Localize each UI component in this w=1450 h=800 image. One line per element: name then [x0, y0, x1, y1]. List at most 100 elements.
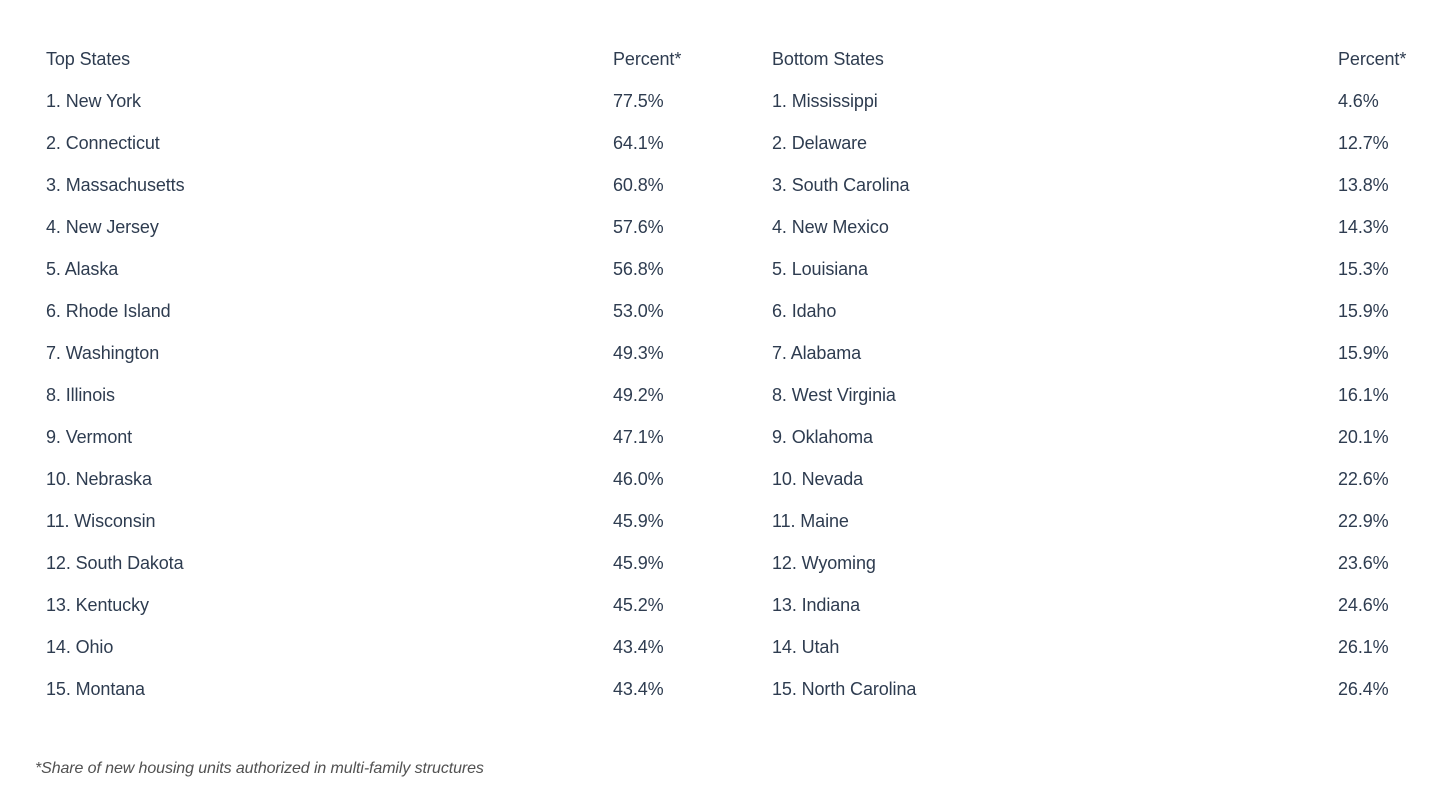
percent-cell: 56.8%: [613, 258, 664, 279]
state-cell: 2. Delaware: [772, 132, 867, 153]
table-row: 15. Montana 43.4%: [46, 668, 706, 710]
percent-cell: 47.1%: [613, 426, 664, 447]
table-row: 13. Kentucky 45.2%: [46, 584, 706, 626]
percent-cell: 43.4%: [613, 636, 664, 657]
table-row: 7. Washington 49.3%: [46, 332, 706, 374]
state-cell: 13. Indiana: [772, 594, 860, 615]
percent-cell: 64.1%: [613, 132, 664, 153]
percent-cell: 26.4%: [1338, 678, 1389, 699]
state-cell: 8. Illinois: [46, 384, 115, 405]
table-row: 12. South Dakota 45.9%: [46, 542, 706, 584]
state-cell: 15. Montana: [46, 678, 145, 699]
percent-cell: 46.0%: [613, 468, 664, 489]
table-row: 3. Massachusetts 60.8%: [46, 164, 706, 206]
table-row: 10. Nebraska 46.0%: [46, 458, 706, 500]
table-row: 2. Connecticut 64.1%: [46, 122, 706, 164]
percent-cell: 22.9%: [1338, 510, 1389, 531]
state-cell: 12. Wyoming: [772, 552, 876, 573]
state-cell: 11. Wisconsin: [46, 510, 156, 531]
percent-cell: 15.9%: [1338, 300, 1389, 321]
percent-cell: 13.8%: [1338, 174, 1389, 195]
state-cell: 3. Massachusetts: [46, 174, 185, 195]
state-cell: 8. West Virginia: [772, 384, 896, 405]
table-header-row: Top States Percent*: [46, 38, 706, 80]
percent-cell: 24.6%: [1338, 594, 1389, 615]
table-row: 1. New York 77.5%: [46, 80, 706, 122]
state-cell: 10. Nebraska: [46, 468, 152, 489]
table-header-row: Bottom States Percent*: [772, 38, 1432, 80]
state-cell: 2. Connecticut: [46, 132, 160, 153]
state-cell: 4. New Jersey: [46, 216, 159, 237]
table-row: 5. Louisiana 15.3%: [772, 248, 1432, 290]
table-row: 9. Vermont 47.1%: [46, 416, 706, 458]
top-states-table: Top States Percent* 1. New York 77.5% 2.…: [46, 38, 706, 710]
percent-cell: 22.6%: [1338, 468, 1389, 489]
table-row: 11. Maine 22.9%: [772, 500, 1432, 542]
percent-cell: 12.7%: [1338, 132, 1389, 153]
bottom-states-table: Bottom States Percent* 1. Mississippi 4.…: [772, 38, 1432, 710]
percent-cell: 20.1%: [1338, 426, 1389, 447]
table-row: 12. Wyoming 23.6%: [772, 542, 1432, 584]
percent-cell: 4.6%: [1338, 90, 1379, 111]
state-cell: 12. South Dakota: [46, 552, 184, 573]
state-cell: 1. New York: [46, 90, 141, 111]
table-row: 15. North Carolina 26.4%: [772, 668, 1432, 710]
state-cell: 9. Oklahoma: [772, 426, 873, 447]
table-row: 11. Wisconsin 45.9%: [46, 500, 706, 542]
state-cell: 5. Alaska: [46, 258, 119, 279]
state-cell: 1. Mississippi: [772, 90, 878, 111]
state-cell: 6. Idaho: [772, 300, 837, 321]
table-row: 8. West Virginia 16.1%: [772, 374, 1432, 416]
percent-cell: 45.9%: [613, 510, 664, 531]
column-header-bottom-states: Bottom States: [772, 48, 884, 69]
state-cell: 3. South Carolina: [772, 174, 910, 195]
state-cell: 14. Ohio: [46, 636, 114, 657]
percent-cell: 45.9%: [613, 552, 664, 573]
table-row: 4. New Jersey 57.6%: [46, 206, 706, 248]
table-row: 10. Nevada 22.6%: [772, 458, 1432, 500]
column-header-top-states: Top States: [46, 48, 131, 69]
table-row: 14. Utah 26.1%: [772, 626, 1432, 668]
percent-cell: 15.9%: [1338, 342, 1389, 363]
percent-cell: 14.3%: [1338, 216, 1389, 237]
percent-cell: 26.1%: [1338, 636, 1389, 657]
state-cell: 9. Vermont: [46, 426, 133, 447]
percent-cell: 16.1%: [1338, 384, 1389, 405]
state-cell: 14. Utah: [772, 636, 840, 657]
state-cell: 10. Nevada: [772, 468, 864, 489]
table-row: 1. Mississippi 4.6%: [772, 80, 1432, 122]
percent-cell: 53.0%: [613, 300, 664, 321]
state-cell: 13. Kentucky: [46, 594, 149, 615]
state-cell: 7. Alabama: [772, 342, 862, 363]
state-cell: 6. Rhode Island: [46, 300, 171, 321]
column-header-percent: Percent*: [1338, 48, 1407, 69]
table-row: 14. Ohio 43.4%: [46, 626, 706, 668]
state-cell: 11. Maine: [772, 510, 849, 531]
table-row: 13. Indiana 24.6%: [772, 584, 1432, 626]
percent-cell: 49.3%: [613, 342, 664, 363]
table-row: 9. Oklahoma 20.1%: [772, 416, 1432, 458]
footnote: *Share of new housing units authorized i…: [35, 760, 484, 777]
table-row: 5. Alaska 56.8%: [46, 248, 706, 290]
table-row: 7. Alabama 15.9%: [772, 332, 1432, 374]
state-cell: 7. Washington: [46, 342, 160, 363]
state-cell: 5. Louisiana: [772, 258, 868, 279]
table-row: 2. Delaware 12.7%: [772, 122, 1432, 164]
state-cell: 15. North Carolina: [772, 678, 917, 699]
column-header-percent: Percent*: [613, 48, 682, 69]
percent-cell: 57.6%: [613, 216, 664, 237]
table-row: 4. New Mexico 14.3%: [772, 206, 1432, 248]
percent-cell: 49.2%: [613, 384, 664, 405]
percent-cell: 60.8%: [613, 174, 664, 195]
percent-cell: 45.2%: [613, 594, 664, 615]
table-row: 3. South Carolina 13.8%: [772, 164, 1432, 206]
table-row: 6. Rhode Island 53.0%: [46, 290, 706, 332]
state-cell: 4. New Mexico: [772, 216, 889, 237]
percent-cell: 77.5%: [613, 90, 664, 111]
percent-cell: 23.6%: [1338, 552, 1389, 573]
table-row: 8. Illinois 49.2%: [46, 374, 706, 416]
percent-cell: 15.3%: [1338, 258, 1389, 279]
percent-cell: 43.4%: [613, 678, 664, 699]
table-row: 6. Idaho 15.9%: [772, 290, 1432, 332]
